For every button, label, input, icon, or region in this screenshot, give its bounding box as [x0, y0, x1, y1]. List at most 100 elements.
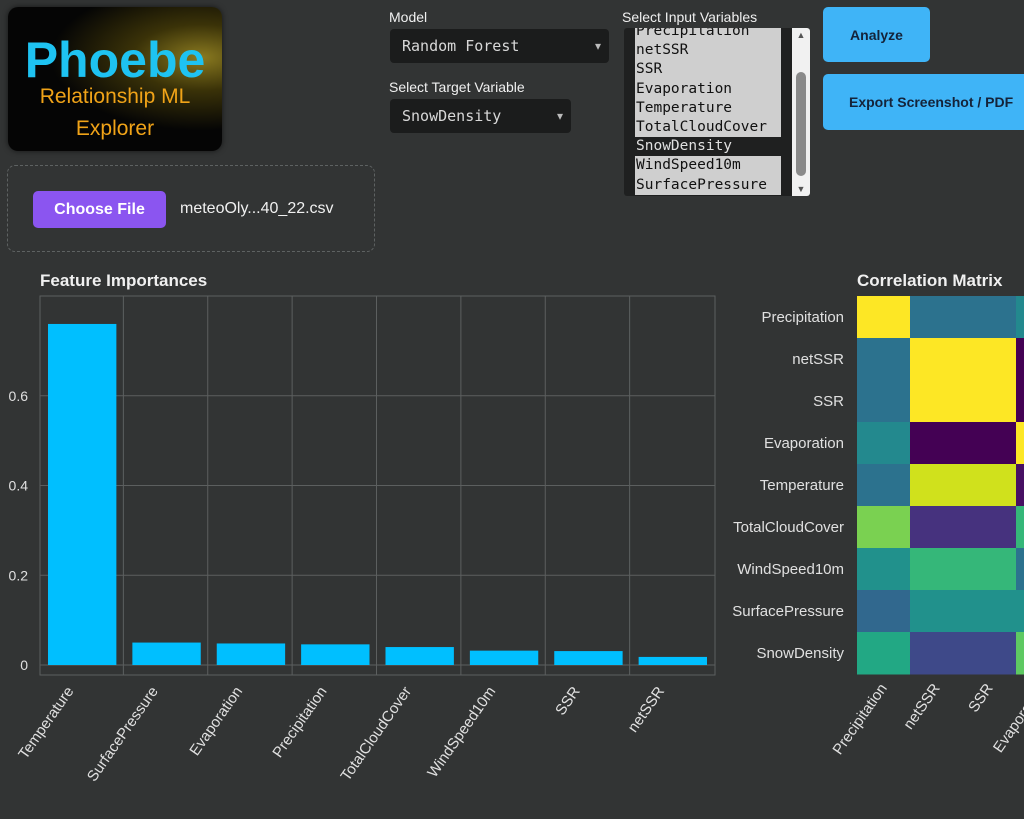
y-tick-label: 0.2 — [9, 567, 29, 583]
listbox-option[interactable]: SurfacePressure — [635, 175, 781, 195]
x-tick-label: WindSpeed10m — [424, 684, 499, 781]
logo-subtitle-line1: Relationship ML — [39, 85, 191, 108]
heatmap-cell — [857, 590, 911, 633]
correlation-matrix-chart: PrecipitationnetSSRSSREvaporationTempera… — [732, 296, 1024, 758]
scroll-down-icon[interactable]: ▼ — [796, 184, 806, 194]
listbox-option[interactable]: netSSR — [635, 41, 781, 61]
x-tick-label: SurfacePressure — [84, 684, 162, 785]
row-label: Precipitation — [761, 309, 844, 326]
row-label: Temperature — [760, 477, 844, 494]
row-label: SSR — [813, 393, 844, 410]
heatmap-cell — [857, 338, 911, 381]
heatmap-cell — [963, 338, 1017, 381]
heatmap-cell — [1016, 506, 1024, 549]
heatmap-cell — [910, 548, 964, 591]
row-label: SurfacePressure — [732, 603, 844, 620]
x-tick-label: Evaporation — [186, 684, 246, 759]
col-label: netSSR — [900, 680, 944, 732]
listbox-option[interactable]: SnowDensity — [635, 137, 781, 157]
x-tick-label: TotalCloudCover — [337, 684, 415, 785]
heatmap-cell — [910, 380, 964, 423]
bar — [301, 644, 370, 665]
heatmap-cell — [857, 506, 911, 549]
bar — [385, 647, 454, 665]
model-select[interactable]: Random Forest ▼ — [390, 29, 609, 63]
listbox-scrollbar[interactable]: ▲ ▼ — [792, 28, 810, 196]
logo-subtitle-line2: Explorer — [75, 117, 155, 140]
heatmap-cell — [1016, 338, 1024, 381]
target-label: Select Target Variable — [389, 79, 525, 95]
heatmap-cell — [910, 464, 964, 507]
scroll-up-icon[interactable]: ▲ — [796, 30, 806, 40]
input-variables-listbox[interactable]: Precipitation netSSR SSR Evaporation Tempera… — [624, 28, 810, 196]
col-label: Precipitation — [830, 681, 891, 758]
model-select-value: Random Forest — [402, 37, 520, 55]
listbox-option[interactable]: Evaporation — [635, 79, 781, 99]
file-upload-area[interactable]: Choose File meteoOly...40_22.csv — [7, 165, 375, 252]
target-select[interactable]: SnowDensity ▼ — [390, 99, 571, 133]
listbox-option[interactable]: WindSpeed10m — [635, 156, 781, 176]
plot-frame — [39, 295, 716, 676]
x-tick-label: Precipitation — [269, 684, 330, 761]
bar — [638, 656, 707, 665]
heatmap-cell — [963, 590, 1017, 633]
heatmap-cell — [910, 632, 964, 675]
analyze-button[interactable]: Analyze — [823, 7, 930, 62]
listbox-option[interactable]: SSR — [635, 60, 781, 80]
heatmap-cell — [963, 422, 1017, 465]
model-label: Model — [389, 9, 428, 25]
heatmap-cell — [963, 632, 1017, 675]
heatmap-cell — [1016, 590, 1024, 633]
heatmap-cell — [857, 296, 911, 339]
bar — [48, 323, 117, 665]
logo-title: Phoebe — [24, 32, 206, 88]
col-label: SSR — [965, 680, 997, 715]
heatmap-cell — [910, 422, 964, 465]
row-label: Evaporation — [764, 435, 844, 452]
heatmap-cell — [910, 338, 964, 381]
chevron-down-icon: ▼ — [594, 41, 601, 53]
choose-file-button[interactable]: Choose File — [33, 191, 166, 228]
bar — [554, 651, 623, 665]
logo-subtitle: Relationship ML Explorer — [8, 81, 222, 145]
heatmap-cell — [857, 632, 911, 675]
heatmap-cell — [963, 296, 1017, 339]
x-tick-label: Temperature — [15, 684, 77, 763]
heatmap-cell — [1016, 464, 1024, 507]
listbox-option[interactable]: Precipitation — [635, 28, 781, 42]
heatmap-cell — [963, 380, 1017, 423]
scrollbar-thumb[interactable] — [796, 72, 806, 176]
heatmap-cell — [857, 422, 911, 465]
heatmap-cell — [1016, 380, 1024, 423]
heatmap-cell — [1016, 296, 1024, 339]
heatmap-cell — [963, 506, 1017, 549]
y-tick-label: 0 — [20, 657, 28, 673]
row-label: netSSR — [792, 351, 844, 368]
bar — [469, 650, 539, 665]
heatmap-cell — [910, 590, 964, 633]
target-select-value: SnowDensity — [402, 107, 502, 125]
x-tick-label: SSR — [552, 683, 584, 718]
correlation-matrix-title: Correlation Matrix — [857, 271, 1003, 290]
chevron-down-icon: ▼ — [556, 111, 563, 123]
bar — [132, 642, 201, 665]
selected-file-name: meteoOly...40_22.csv — [180, 200, 334, 217]
heatmap-cell — [963, 464, 1017, 507]
row-label: SnowDensity — [756, 645, 844, 662]
heatmap-cell — [910, 296, 964, 339]
y-tick-label: 0.6 — [9, 388, 29, 404]
app-logo: Phoebe Relationship ML Explorer — [8, 7, 222, 151]
inputs-label: Select Input Variables — [622, 9, 758, 25]
heatmap-cell — [857, 380, 911, 423]
heatmap-cell — [857, 548, 911, 591]
listbox-option[interactable]: Temperature — [635, 98, 781, 118]
export-button[interactable]: Export Screenshot / PDF — [823, 74, 1024, 130]
heatmap-cell — [1016, 422, 1024, 465]
listbox-options: Precipitation netSSR SSR Evaporation Tempera… — [635, 28, 781, 195]
feature-importances-chart: 0 0.2 0.4 0.6 Temperature SurfacePressure Evap… — [9, 295, 716, 785]
x-tick-label: netSSR — [625, 683, 669, 735]
listbox-option[interactable]: TotalCloudCover — [635, 117, 781, 138]
row-label: WindSpeed10m — [737, 561, 844, 578]
heatmap-cell — [963, 548, 1017, 591]
heatmap-cell — [1016, 548, 1024, 591]
